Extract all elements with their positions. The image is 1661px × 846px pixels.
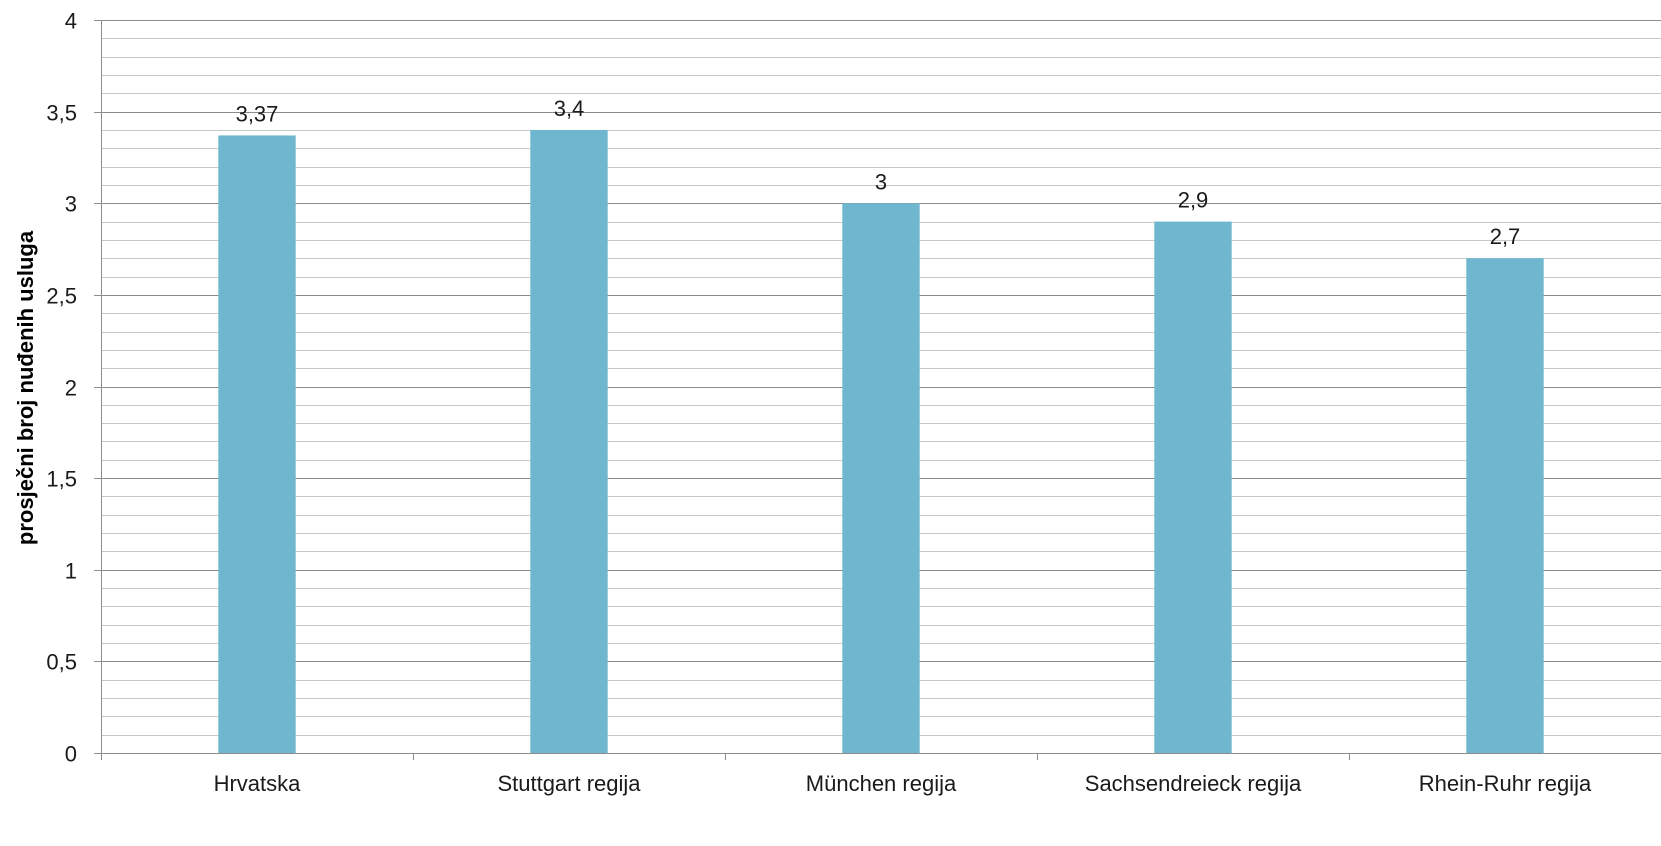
y-tick-label: 0 bbox=[65, 742, 77, 767]
y-axis-label: prosječni broj nuđenih usluga bbox=[13, 230, 38, 545]
x-category-labels: Hrvatska Stuttgart regija München regija Sa… bbox=[214, 771, 1592, 796]
x-category-label: Stuttgart regija bbox=[497, 771, 641, 796]
y-tick-label: 2,5 bbox=[46, 284, 77, 309]
bar-value-label: 3,4 bbox=[554, 96, 585, 121]
bar-value-label: 2,7 bbox=[1490, 224, 1521, 249]
y-tick-labels: 0 0,5 1 1,5 2 2,5 3 3,5 4 bbox=[46, 9, 77, 767]
x-category-label: Rhein-Ruhr regija bbox=[1419, 771, 1592, 796]
x-category-label: München regija bbox=[806, 771, 957, 796]
y-tick-label: 2 bbox=[65, 376, 77, 401]
y-tick-label: 4 bbox=[65, 9, 77, 34]
y-tick-label: 0,5 bbox=[46, 650, 77, 675]
bar bbox=[218, 135, 296, 753]
bar bbox=[1154, 221, 1232, 753]
y-tick-label: 3 bbox=[65, 192, 77, 217]
bars bbox=[218, 129, 1544, 753]
bar bbox=[530, 129, 608, 753]
y-tick-label: 1 bbox=[65, 559, 77, 584]
bar bbox=[842, 203, 920, 753]
bar bbox=[1466, 258, 1544, 753]
data-labels: 3,37 3,4 3 2,9 2,7 bbox=[236, 96, 1521, 249]
axes bbox=[94, 20, 1661, 760]
bar-value-label: 3 bbox=[875, 169, 887, 194]
bar-value-label: 2,9 bbox=[1178, 188, 1209, 213]
x-category-label: Sachsendreieck regija bbox=[1085, 771, 1302, 796]
y-tick-label: 3,5 bbox=[46, 101, 77, 126]
y-tick-label: 1,5 bbox=[46, 467, 77, 492]
bar-value-label: 3,37 bbox=[236, 101, 279, 126]
x-category-label: Hrvatska bbox=[214, 771, 302, 796]
